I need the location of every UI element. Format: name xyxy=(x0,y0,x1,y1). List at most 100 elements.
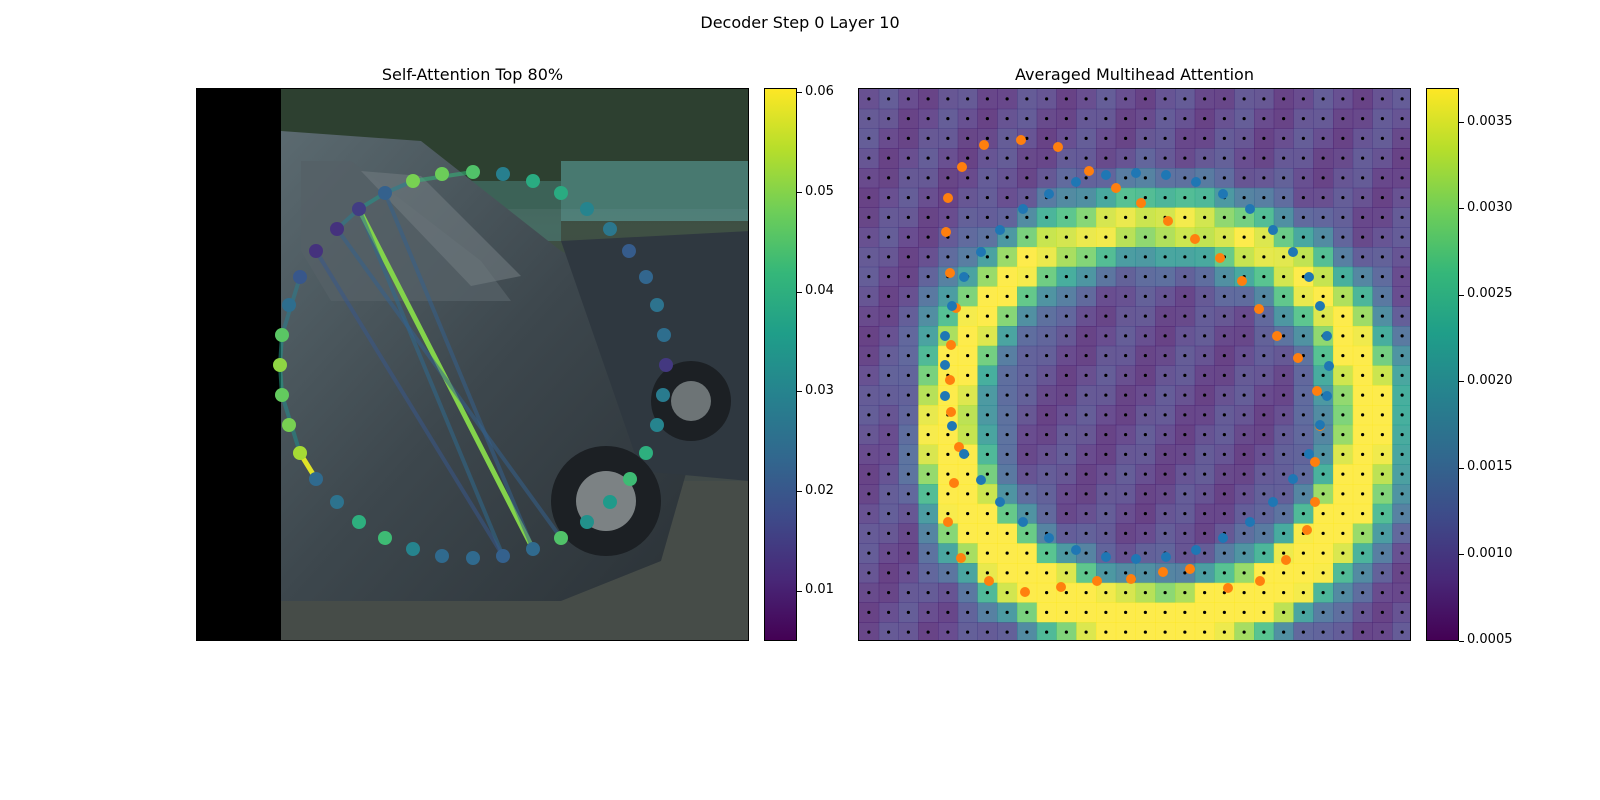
query-point-5 xyxy=(309,472,323,486)
grid-dot xyxy=(906,235,910,239)
grid-dot xyxy=(1301,294,1305,298)
grid-dot xyxy=(946,512,950,516)
grid-dot xyxy=(946,314,950,318)
grid-dot xyxy=(1143,334,1147,338)
grid-dot xyxy=(946,255,950,259)
query-point-26 xyxy=(603,222,617,236)
grid-dot xyxy=(1301,492,1305,496)
grid-dot xyxy=(1321,255,1325,259)
grid-dot xyxy=(1262,571,1266,575)
grid-dot xyxy=(1262,97,1266,101)
grid-dot xyxy=(867,531,871,535)
grid-dot xyxy=(966,373,970,377)
grid-dot xyxy=(926,215,930,219)
grid-dot xyxy=(1361,354,1365,358)
blue-point-24 xyxy=(1304,272,1314,282)
grid-dot xyxy=(1104,294,1108,298)
query-point-10 xyxy=(435,549,449,563)
grid-dot xyxy=(1242,512,1246,516)
grid-dot xyxy=(1222,433,1226,437)
grid-dot xyxy=(906,630,910,634)
grid-dot xyxy=(1143,630,1147,634)
grid-dot xyxy=(1064,531,1068,535)
grid-dot xyxy=(887,354,891,358)
grid-dot xyxy=(887,334,891,338)
grid-dot xyxy=(1282,156,1286,160)
grid-dot xyxy=(1321,512,1325,516)
grid-dot xyxy=(906,117,910,121)
grid-dot xyxy=(1203,551,1207,555)
grid-dot xyxy=(1143,275,1147,279)
grid-dot xyxy=(985,512,989,516)
grid-dot xyxy=(1222,354,1226,358)
grid-dot xyxy=(1321,433,1325,437)
query-point-11 xyxy=(466,551,480,565)
grid-dot xyxy=(1282,255,1286,259)
grid-dot xyxy=(1282,294,1286,298)
grid-dot xyxy=(1104,433,1108,437)
grid-dot xyxy=(985,255,989,259)
grid-dot xyxy=(1301,97,1305,101)
grid-dot xyxy=(867,354,871,358)
grid-dot xyxy=(1341,413,1345,417)
grid-dot xyxy=(867,373,871,377)
grid-dot xyxy=(1361,452,1365,456)
query-point-16 xyxy=(603,495,617,509)
grid-dot xyxy=(1242,215,1246,219)
grid-dot xyxy=(1361,413,1365,417)
grid-dot xyxy=(1183,472,1187,476)
grid-dot xyxy=(1005,176,1009,180)
grid-dot xyxy=(1045,235,1049,239)
blue-point-8 xyxy=(1044,533,1054,543)
grid-dot xyxy=(1242,196,1246,200)
grid-dot xyxy=(887,196,891,200)
grid-dot xyxy=(1341,472,1345,476)
orange-point-20 xyxy=(1302,525,1312,535)
colorbar-tick-mark xyxy=(1459,122,1464,124)
grid-dot xyxy=(1301,314,1305,318)
grid-dot xyxy=(1163,136,1167,140)
grid-dot xyxy=(985,275,989,279)
grid-dot xyxy=(1143,373,1147,377)
grid-dot xyxy=(985,531,989,535)
grid-dot xyxy=(946,97,950,101)
blue-point-34 xyxy=(1044,189,1054,199)
orange-point-35 xyxy=(1053,142,1063,152)
grid-dot xyxy=(1084,294,1088,298)
grid-dot xyxy=(1222,512,1226,516)
grid-dot xyxy=(1282,215,1286,219)
grid-dot xyxy=(985,373,989,377)
grid-dot xyxy=(1104,97,1108,101)
grid-dot xyxy=(1380,433,1384,437)
blue-point-29 xyxy=(1191,177,1201,187)
orange-point-28 xyxy=(1237,276,1247,286)
grid-dot xyxy=(1321,413,1325,417)
attention-edge-13 xyxy=(314,249,505,558)
grid-dot xyxy=(1064,235,1068,239)
grid-dot xyxy=(1203,571,1207,575)
left-panel-title: Self-Attention Top 80% xyxy=(381,65,564,84)
grid-dot xyxy=(1005,334,1009,338)
grid-dot xyxy=(1400,136,1404,140)
grid-dot xyxy=(1380,393,1384,397)
colorbar-tick-mark xyxy=(797,391,802,393)
grid-dot xyxy=(887,571,891,575)
blue-point-20 xyxy=(1322,391,1332,401)
grid-dot xyxy=(887,630,891,634)
grid-dot xyxy=(1380,472,1384,476)
self-attention-plot xyxy=(197,89,748,640)
grid-dot xyxy=(1104,610,1108,614)
grid-dot xyxy=(985,176,989,180)
grid-dot xyxy=(1400,334,1404,338)
grid-dot xyxy=(1282,176,1286,180)
grid-dot xyxy=(867,196,871,200)
grid-dot xyxy=(985,117,989,121)
grid-dot xyxy=(906,354,910,358)
grid-dot xyxy=(1400,551,1404,555)
grid-dot xyxy=(867,275,871,279)
grid-dot xyxy=(1222,294,1226,298)
grid-dot xyxy=(1163,452,1167,456)
grid-dot xyxy=(1064,196,1068,200)
grid-dot xyxy=(966,334,970,338)
query-point-35 xyxy=(352,202,366,216)
